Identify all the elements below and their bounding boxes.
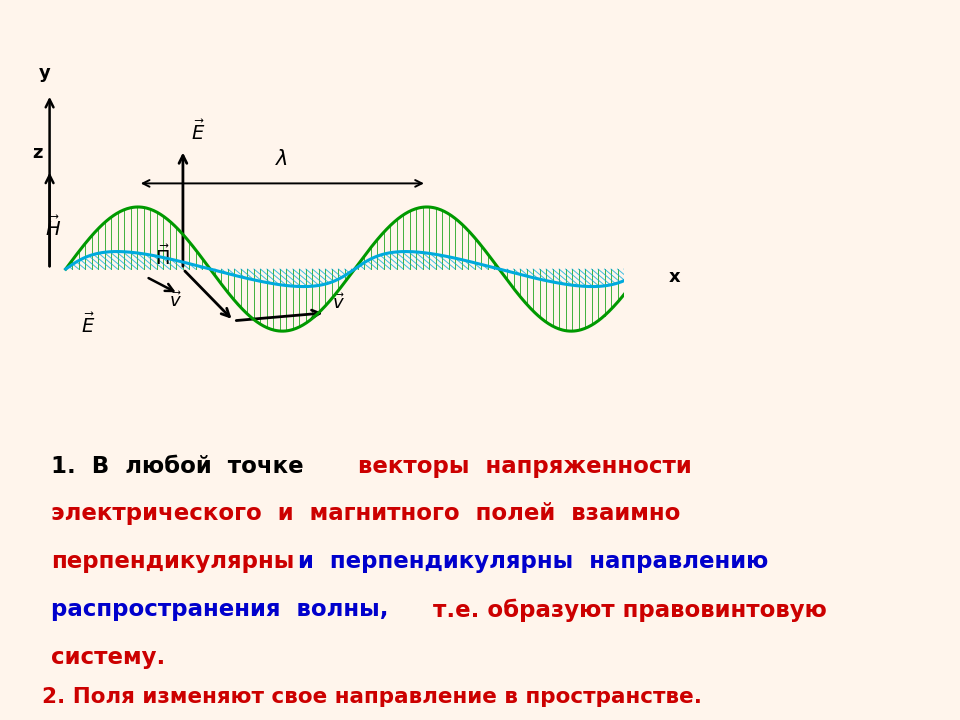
Text: $\vec{v}$: $\vec{v}$ — [332, 293, 345, 313]
Text: $\vec{v}$: $\vec{v}$ — [169, 292, 181, 312]
Text: т.е. образуют правовинтовую: т.е. образуют правовинтовую — [417, 598, 827, 621]
Text: и  перпендикулярны  направлению: и перпендикулярны направлению — [291, 550, 769, 573]
Text: распространения  волны,: распространения волны, — [52, 598, 389, 621]
Text: перпендикулярны: перпендикулярны — [52, 550, 295, 573]
Text: y: y — [38, 64, 50, 82]
Text: 1.  В  любой  точке: 1. В любой точке — [52, 454, 320, 477]
Text: векторы  напряженности: векторы напряженности — [358, 454, 692, 477]
Text: λ: λ — [276, 149, 289, 169]
Text: 2. Поля изменяют свое направление в пространстве.: 2. Поля изменяют свое направление в прос… — [42, 687, 703, 707]
Text: $\vec{\Pi}$: $\vec{\Pi}$ — [156, 245, 171, 269]
Text: z: z — [33, 144, 43, 162]
Text: $\vec{H}$: $\vec{H}$ — [44, 216, 60, 240]
Text: x: x — [669, 268, 681, 286]
Text: систему.: систему. — [52, 646, 166, 669]
Text: электрического  и  магнитного  полей  взаимно: электрического и магнитного полей взаимн… — [52, 503, 681, 526]
Text: $\vec{E}$: $\vec{E}$ — [191, 120, 205, 144]
Text: $\vec{E}$: $\vec{E}$ — [82, 313, 96, 337]
